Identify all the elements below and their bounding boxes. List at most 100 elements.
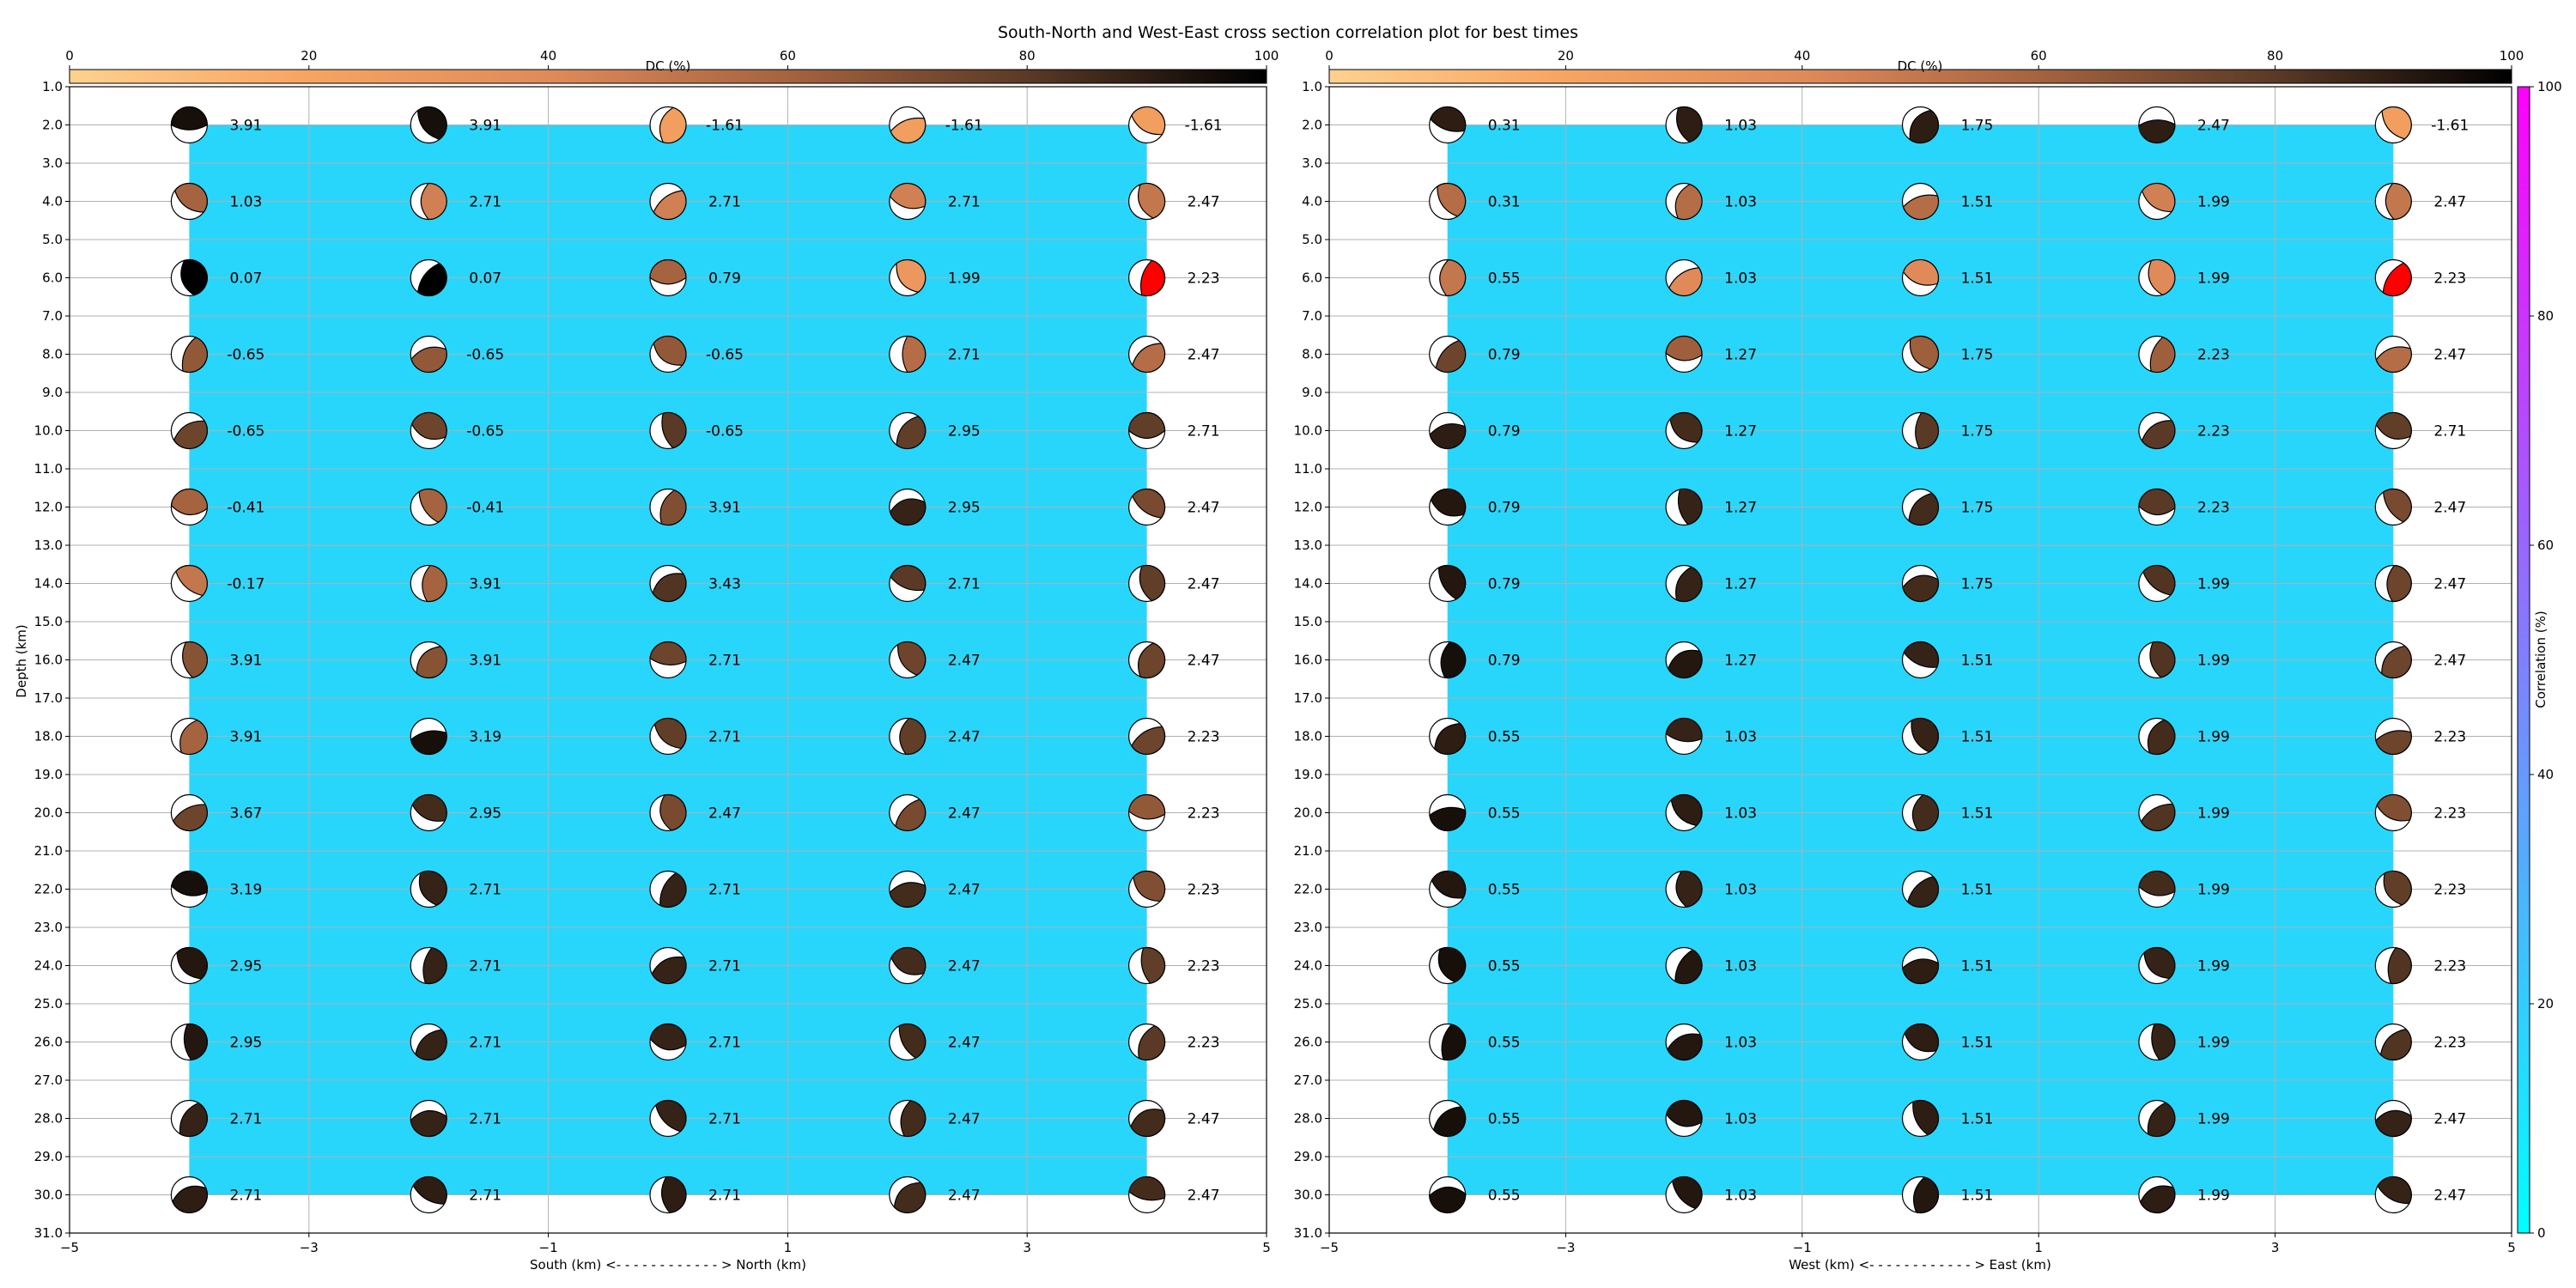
beachball — [1665, 258, 1703, 297]
beachball — [649, 258, 687, 297]
beachball — [170, 564, 208, 603]
y-tick-label: 1.0 — [1302, 79, 1322, 94]
beachball — [1429, 182, 1467, 221]
beachball — [1901, 182, 1940, 221]
value-label: 1.03 — [1724, 805, 1757, 823]
beachball-quadrant — [422, 564, 447, 603]
beachball — [1901, 488, 1940, 526]
value-label: 2.23 — [1188, 805, 1220, 823]
beachball — [1127, 1099, 1166, 1138]
value-label: -1.61 — [706, 118, 744, 135]
y-tick-label: 3.0 — [1302, 155, 1322, 171]
beachball-quadrant — [1902, 194, 1939, 220]
beachball — [170, 793, 208, 832]
beachball — [2374, 488, 2412, 526]
y-tick-label: 20.0 — [1294, 805, 1322, 821]
y-tick-label: 14.0 — [34, 576, 63, 592]
beachball-quadrant — [1902, 258, 1940, 286]
y-tick-label: 7.0 — [1302, 308, 1322, 324]
value-label: 1.99 — [2197, 882, 2230, 899]
beachball-quadrant — [182, 641, 208, 678]
beachball — [1901, 1099, 1940, 1138]
value-label: 0.55 — [1488, 1188, 1521, 1205]
dc-colorbar-left — [69, 69, 1267, 84]
beachball-quadrant — [2374, 1109, 2412, 1138]
beachball-quadrant — [897, 641, 927, 676]
beachball-quadrant — [1674, 183, 1703, 221]
beachball-quadrant — [179, 1102, 208, 1138]
beachball-quadrant — [1668, 267, 1703, 297]
beachball — [1901, 1023, 1940, 1061]
dc-tick-label: 0 — [65, 48, 74, 64]
y-tick-label: 7.0 — [42, 308, 63, 324]
value-label: 1.27 — [1724, 347, 1757, 364]
beachball — [410, 258, 447, 297]
beachball-quadrant — [1137, 182, 1166, 219]
value-label: 2.95 — [948, 500, 981, 517]
y-tick-label: 27.0 — [1294, 1072, 1322, 1088]
y-tick-label: 17.0 — [1294, 690, 1322, 706]
beachball-quadrant — [1441, 1024, 1466, 1061]
beachball-quadrant — [175, 564, 208, 597]
beachball — [1127, 1176, 1166, 1214]
beachball — [649, 335, 687, 374]
beachball-quadrant — [410, 730, 447, 756]
value-label: 2.71 — [708, 194, 741, 211]
value-label: 1.03 — [229, 194, 262, 211]
beachball — [410, 488, 447, 526]
beachball — [2374, 946, 2412, 985]
value-label: 3.43 — [708, 576, 741, 593]
beachball — [1429, 870, 1467, 908]
value-label: 2.47 — [2433, 194, 2466, 211]
beachball — [1901, 411, 1940, 450]
value-label: 2.23 — [1188, 1035, 1220, 1052]
beachball — [1901, 1176, 1940, 1214]
beachball-quadrant — [1670, 793, 1703, 826]
beachball-quadrant — [2387, 947, 2412, 985]
beachball-quadrant — [890, 564, 927, 592]
value-label: 2.47 — [1188, 653, 1220, 670]
beachball-quadrant — [653, 336, 687, 366]
value-label: 1.03 — [1724, 729, 1757, 746]
value-label: 1.27 — [1724, 576, 1757, 593]
beachball — [410, 641, 447, 679]
value-label: -0.17 — [227, 576, 264, 593]
value-label: 2.47 — [948, 653, 981, 670]
value-label: -0.65 — [706, 347, 744, 364]
beachball-quadrant — [172, 804, 208, 832]
beachball — [170, 1099, 208, 1138]
value-label: -0.65 — [466, 347, 504, 364]
beachball-quadrant — [1140, 946, 1165, 984]
value-label: 1.51 — [1961, 882, 1994, 899]
beachball — [1665, 564, 1703, 603]
value-label: 1.75 — [1961, 118, 1994, 135]
value-label: 2.23 — [2433, 805, 2466, 823]
y-tick-label: 19.0 — [34, 767, 63, 782]
x-axis-label-south-north: South (km) <- - - - - - - - - - - - > No… — [530, 1257, 806, 1273]
value-label: 2.23 — [2433, 1035, 2466, 1052]
beachball-quadrant — [2375, 730, 2412, 755]
beachball — [1127, 946, 1166, 985]
beachball-quadrant — [1131, 726, 1166, 756]
beachball-quadrant — [1902, 574, 1940, 602]
value-label: 0.55 — [1488, 805, 1521, 823]
value-label: 1.03 — [1724, 270, 1757, 288]
y-tick-label: 2.0 — [1302, 118, 1322, 133]
beachball-quadrant — [889, 882, 927, 908]
y-tick-label: 9.0 — [1302, 385, 1322, 400]
value-label: 1.99 — [2197, 1188, 2230, 1205]
beachball-quadrant — [890, 117, 927, 144]
beachball — [1127, 411, 1166, 450]
value-label: 1.03 — [1724, 958, 1757, 975]
beachball — [649, 182, 687, 221]
beachball-quadrant — [651, 956, 687, 984]
value-label: 0.79 — [1488, 576, 1521, 593]
beachball — [1901, 793, 1940, 832]
value-label: 1.03 — [1724, 882, 1757, 899]
beachball-quadrant — [171, 870, 208, 896]
x-tick-label: 1 — [784, 1240, 793, 1255]
beachball — [1429, 946, 1467, 985]
dc-tick-label: 80 — [2267, 48, 2283, 64]
y-tick-label: 30.0 — [1294, 1188, 1322, 1203]
value-label: 1.03 — [1724, 118, 1757, 135]
